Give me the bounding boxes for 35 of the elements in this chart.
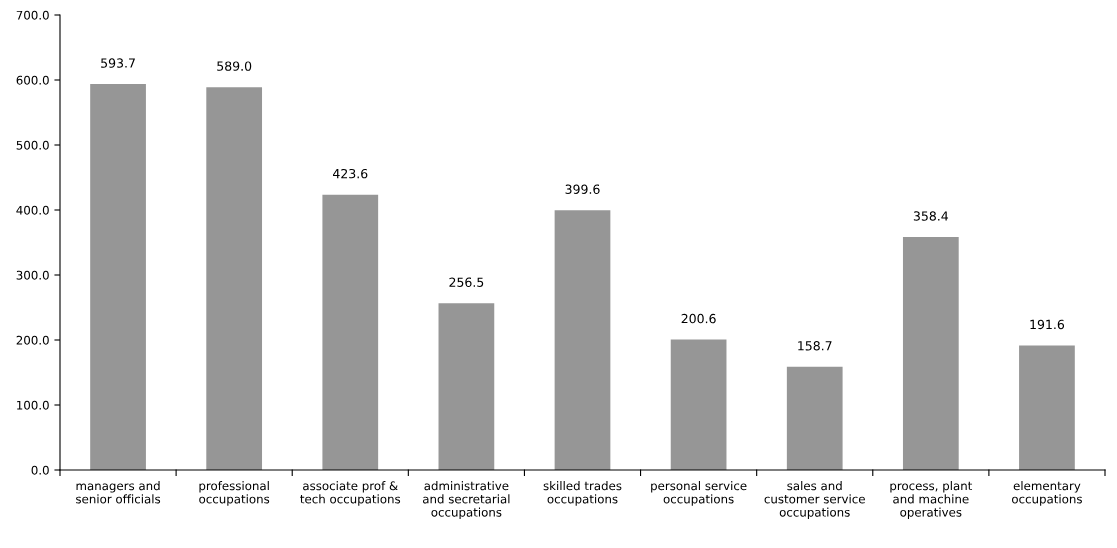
x-tick-label: personal service occupations xyxy=(651,481,747,506)
data-label: 158.7 xyxy=(798,341,832,351)
data-label: 399.6 xyxy=(565,184,600,194)
y-tick-label: 300.0 xyxy=(16,270,49,280)
x-tick-label: elementary occupations xyxy=(1012,481,1082,506)
x-tick-label: managers and senior officials xyxy=(76,481,161,504)
data-label: 423.6 xyxy=(333,168,368,179)
x-tick-label: skilled trades occupations xyxy=(543,481,622,506)
data-label: 358.4 xyxy=(913,211,949,221)
x-tick-label: sales and customer service occupations xyxy=(764,481,865,519)
y-tick-label: 500.0 xyxy=(16,140,49,150)
y-tick-label: 600.0 xyxy=(16,75,49,85)
y-tick-label: 400.0 xyxy=(16,205,49,215)
y-tick-label: 700.0 xyxy=(16,10,49,20)
bar xyxy=(322,194,379,470)
bar xyxy=(206,87,263,470)
x-tick-label: professional occupations xyxy=(199,481,270,506)
bar xyxy=(90,84,146,470)
bar xyxy=(1019,345,1075,470)
data-label: 589.0 xyxy=(217,61,252,71)
y-tick-label: 0.0 xyxy=(31,465,49,475)
data-label: 256.5 xyxy=(449,277,484,287)
data-label: 200.6 xyxy=(681,313,716,324)
x-tick-label: administrative and secretarial occupations xyxy=(422,481,510,519)
bar xyxy=(554,210,611,470)
data-label: 593.7 xyxy=(101,58,135,68)
y-tick-label: 100.0 xyxy=(17,400,49,410)
bar xyxy=(786,366,843,470)
data-label: 191.6 xyxy=(1030,319,1065,330)
y-tick-label: 200.0 xyxy=(16,335,49,345)
bar xyxy=(670,339,727,470)
bar xyxy=(438,303,495,470)
bar xyxy=(902,237,959,470)
x-tick-label: process, plant and machine operatives xyxy=(890,481,973,519)
x-tick-label: associate prof & tech occupations xyxy=(300,481,401,506)
